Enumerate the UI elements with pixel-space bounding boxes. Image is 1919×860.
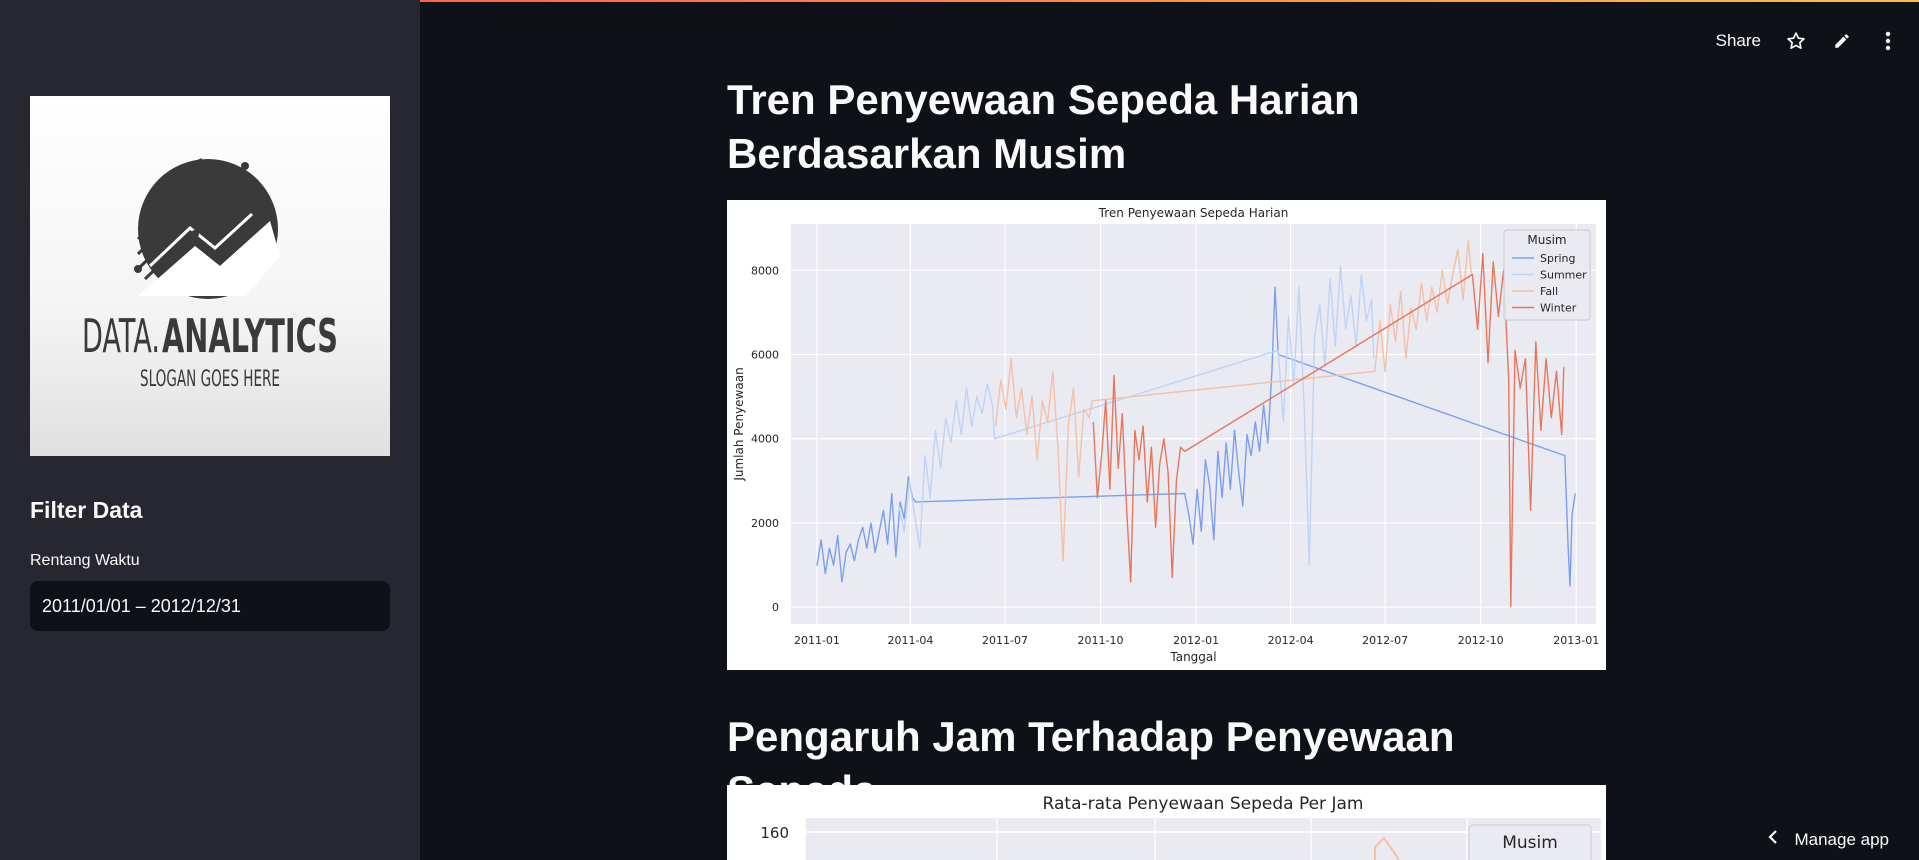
top-accent-line <box>0 0 1919 2</box>
chart-title: Tren Penyewaan Sepeda Harian <box>1098 206 1289 220</box>
y-tick-label: 8000 <box>751 264 779 277</box>
y-tick-label: 4000 <box>751 433 779 446</box>
pencil-icon[interactable] <box>1831 30 1853 52</box>
hourly-chart-svg: Rata-rata Penyewaan Sepeda Per Jam 160 Mus… <box>760 794 1601 860</box>
manage-app-button[interactable]: Manage app <box>1768 829 1889 850</box>
top-toolbar: Share <box>1716 30 1899 52</box>
legend-entry: Fall <box>1540 285 1558 298</box>
legend-entry: Winter <box>1540 302 1577 315</box>
star-icon[interactable] <box>1785 30 1807 52</box>
y-tick-label: 160 <box>760 824 789 842</box>
x-tick-label: 2011-07 <box>982 634 1028 647</box>
manage-app-label: Manage app <box>1794 829 1889 849</box>
series-line-fall <box>1374 836 1400 860</box>
logo-slogan: SLOGAN GOES HERE <box>140 367 280 392</box>
legend-box <box>1468 824 1592 860</box>
chart-title: Rata-rata Penyewaan Sepeda Per Jam <box>1043 794 1364 814</box>
x-tick-label: 2012-10 <box>1458 634 1504 647</box>
hourly-chart: Rata-rata Penyewaan Sepeda Per Jam 160 Mus… <box>727 785 1606 860</box>
date-range-label: Rentang Waktu <box>30 552 140 569</box>
daily-trend-chart-svg: 0 2000 4000 6000 8000 2011-01 2011-04 2011-07 20… <box>732 206 1599 664</box>
series-line-fall <box>994 240 1473 562</box>
x-tick-label: 2011-10 <box>1078 634 1124 647</box>
x-axis-label: Tanggal <box>1169 650 1216 664</box>
x-tick-label: 2011-04 <box>887 634 933 647</box>
logo-title-part1: DATA. <box>82 309 160 363</box>
x-tick-label: 2011-01 <box>794 634 840 647</box>
daily-trend-chart: 0 2000 4000 6000 8000 2011-01 2011-04 2011-07 20… <box>727 200 1606 670</box>
y-tick-label: 6000 <box>751 349 779 362</box>
y-tick-label: 2000 <box>751 517 779 530</box>
y-tick-label: 0 <box>772 601 779 614</box>
series-line-summer <box>898 265 1375 566</box>
plot-area <box>805 818 1601 860</box>
chevron-left-icon <box>1768 829 1778 850</box>
legend-entry: Summer <box>1540 269 1587 282</box>
legend-box <box>1503 229 1591 321</box>
filter-title: Filter Data <box>30 497 143 523</box>
y-axis-label: Jumlah Penyewaan <box>732 367 746 481</box>
legend-title: Musim <box>1527 233 1566 247</box>
x-tick-label: 2013-01 <box>1553 634 1599 647</box>
x-tick-label: 2012-07 <box>1362 634 1408 647</box>
legend-title: Musim <box>1502 833 1558 853</box>
sidebar: DATA. ANALYTICS SLOGAN GOES HERE Filter … <box>0 0 420 860</box>
share-button[interactable]: Share <box>1715 31 1761 50</box>
date-range-input[interactable]: 2011/01/01 – 2012/12/31 <box>30 581 390 631</box>
legend-entry: Spring <box>1540 252 1576 265</box>
heading-hourly-effect: Pengaruh Jam Terhadap Penyewaan Sepeda <box>727 713 1455 814</box>
x-tick-label: 2012-01 <box>1173 634 1219 647</box>
data-analytics-logo: DATA. ANALYTICS SLOGAN GOES HERE <box>30 96 390 456</box>
kebab-menu-icon[interactable] <box>1877 30 1899 52</box>
heading-daily-trend: Tren Penyewaan Sepeda Harian Berdasarkan… <box>727 76 1360 177</box>
series-line-spring <box>816 286 1576 587</box>
x-tick-label: 2012-04 <box>1268 634 1314 647</box>
logo-title-part2: ANALYTICS <box>162 309 338 363</box>
series-line-winter <box>1092 252 1565 607</box>
